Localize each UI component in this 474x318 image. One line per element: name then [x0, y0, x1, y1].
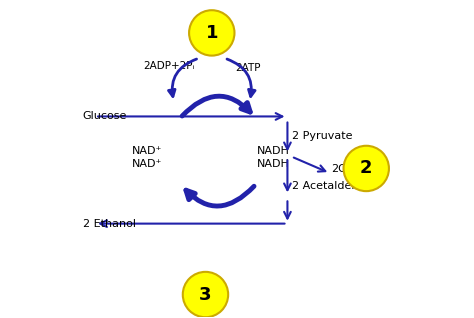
Text: 2ATP: 2ATP	[235, 63, 261, 73]
Text: 2 Pyruvate: 2 Pyruvate	[292, 131, 353, 141]
Circle shape	[344, 146, 389, 191]
Circle shape	[189, 10, 235, 56]
Circle shape	[183, 272, 228, 317]
Text: 2 Ethanol: 2 Ethanol	[82, 218, 136, 229]
Text: 1: 1	[206, 24, 218, 42]
FancyArrowPatch shape	[227, 59, 255, 96]
Text: 2CO₂: 2CO₂	[332, 164, 360, 174]
FancyArrowPatch shape	[182, 96, 250, 116]
Text: 3: 3	[199, 286, 212, 304]
Text: 2: 2	[360, 159, 373, 177]
Text: Glucose: Glucose	[82, 111, 127, 121]
Text: 2ADP+2Pᵢ: 2ADP+2Pᵢ	[144, 61, 195, 71]
FancyArrowPatch shape	[168, 59, 197, 96]
Text: NADH
NADH: NADH NADH	[257, 146, 290, 169]
Text: 2 Acetaldehyde: 2 Acetaldehyde	[292, 181, 379, 191]
Text: NAD⁺
NAD⁺: NAD⁺ NAD⁺	[132, 146, 163, 169]
FancyArrowPatch shape	[186, 186, 254, 206]
